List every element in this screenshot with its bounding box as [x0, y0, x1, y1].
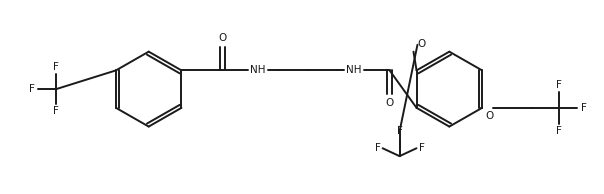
Text: F: F: [374, 143, 381, 153]
Text: NH: NH: [251, 65, 266, 75]
Text: F: F: [397, 126, 402, 137]
Text: F: F: [556, 126, 562, 136]
Text: F: F: [556, 80, 562, 90]
Text: O: O: [218, 33, 226, 43]
Text: NH: NH: [346, 65, 362, 75]
Text: O: O: [485, 111, 493, 121]
Text: F: F: [581, 103, 586, 113]
Text: F: F: [53, 106, 59, 116]
Text: F: F: [30, 84, 35, 94]
Text: F: F: [419, 143, 425, 153]
Text: O: O: [417, 39, 426, 49]
Text: O: O: [385, 98, 394, 108]
Text: F: F: [53, 62, 59, 72]
